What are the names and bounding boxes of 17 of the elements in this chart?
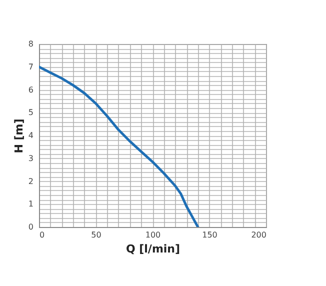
x-tick-label: 200 [251, 230, 266, 240]
x-tick-label: 100 [145, 230, 161, 240]
y-tick-label: 2 [28, 176, 34, 186]
y-tick-label: 0 [28, 222, 34, 232]
x-tick-label: 0 [40, 230, 45, 240]
y-tick-label: 1 [28, 200, 34, 209]
y-tick-label: 7 [28, 62, 34, 72]
line-series [39, 66, 200, 227]
y-tick-label: 3 [28, 154, 34, 163]
x-tick-label: 150 [202, 230, 218, 240]
y-axis-title: H [m] [12, 118, 26, 154]
x-axis-title: Q [l/min] [126, 242, 180, 256]
y-tick-label: 4 [28, 131, 34, 140]
y-tick-label: 6 [28, 85, 34, 94]
y-tick-label: 5 [28, 108, 34, 118]
x-tick-label: 50 [91, 230, 102, 240]
y-tick-label: 8 [28, 40, 34, 48]
